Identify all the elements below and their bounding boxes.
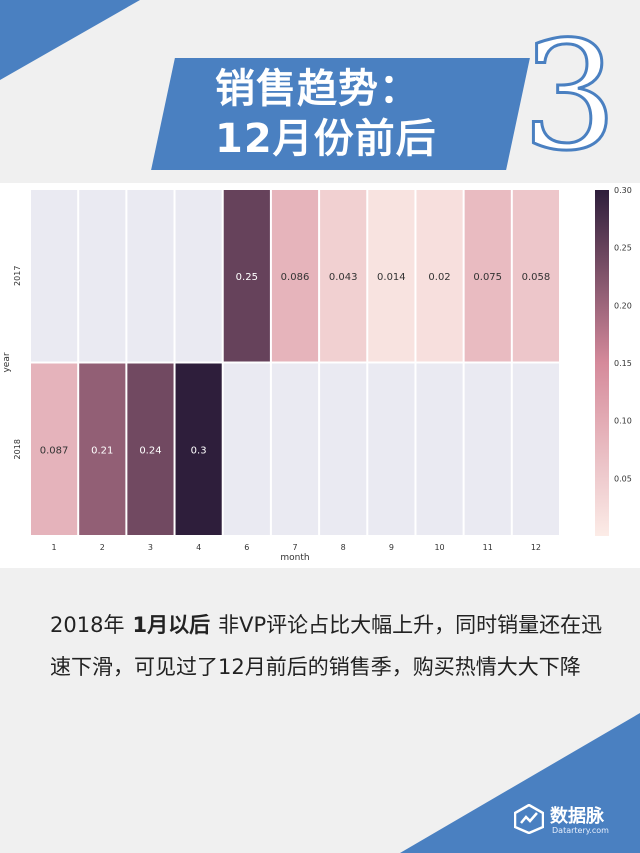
heatmap-cell	[223, 363, 270, 535]
heatmap-cell	[271, 190, 319, 362]
colorbar-tick-label: 0.20	[614, 301, 632, 310]
caption-body: 非VP评论占比大幅上升，同时销量还在迅速下滑，可见过了12月前后的销售季，购买热…	[50, 613, 603, 679]
cell-label: 0.25	[236, 272, 258, 283]
logo-mark-icon	[514, 804, 544, 834]
cell-label: 0.087	[40, 445, 69, 456]
cell-label: 0.3	[191, 445, 207, 456]
corner-decoration-top	[0, 0, 140, 80]
colorbar-tick-label: 0.05	[614, 474, 632, 483]
heatmap-cell	[271, 363, 319, 535]
heatmap-cell	[127, 363, 174, 535]
x-tick-label: 3	[148, 543, 153, 552]
heatmap-cell	[464, 190, 511, 362]
x-tick-label: 6	[244, 543, 249, 552]
x-tick-label: 1	[52, 543, 57, 552]
title-line-2: 12月份前后	[215, 116, 437, 162]
x-tick-label: 12	[531, 543, 541, 552]
cell-label: 0.058	[522, 272, 551, 283]
x-tick-label: 2	[100, 543, 105, 552]
page-title: 销售趋势： 12月份前后	[215, 64, 515, 164]
x-axis-label: month	[280, 553, 309, 563]
cell-label: 0.075	[473, 272, 502, 283]
heatmap-cell	[416, 363, 463, 535]
x-tick-label: 9	[389, 543, 394, 552]
logo-name: 数据脉	[550, 806, 604, 827]
caption-text: 2018年 1月以后 非VP评论占比大幅上升，同时销量还在迅速下滑，可见过了12月前…	[50, 604, 610, 688]
chart-panel: 0.25 0.086 0.043 0.014 0.02 0.075 0.058 0.087 0.…	[0, 183, 640, 568]
heatmap-cell	[368, 363, 415, 535]
cell-label: 0.014	[377, 272, 406, 283]
heatmap-cell	[512, 190, 559, 362]
section-number: 3	[520, 10, 618, 184]
caption-year: 2018年	[50, 613, 125, 637]
x-tick-label: 11	[483, 543, 493, 552]
heatmap-cell	[320, 190, 367, 362]
cell-label: 0.02	[428, 272, 450, 283]
heatmap-cell	[464, 363, 511, 535]
cell-label: 0.043	[329, 272, 358, 283]
heatmap-cell	[31, 363, 78, 535]
heatmap-cell	[320, 363, 367, 535]
heatmap-cell	[512, 363, 559, 535]
heatmap-cell	[79, 190, 126, 362]
caption-highlight: 1月以后	[132, 613, 211, 637]
heatmap-cell	[223, 190, 270, 362]
heatmap-cell	[175, 363, 222, 535]
colorbar-tick-label: 0.15	[614, 359, 632, 368]
colorbar-tick-label: 0.25	[614, 244, 632, 253]
x-tick-label: 8	[341, 543, 346, 552]
y-tick-label: 2018	[13, 439, 22, 459]
heatmap-cell	[175, 190, 222, 362]
colorbar-tick-label: 0.10	[614, 417, 632, 426]
y-tick-label: 2017	[13, 266, 22, 286]
brand-logo: 数据脉 Datartery.com	[514, 800, 634, 840]
logo-url: Datartery.com	[552, 826, 609, 835]
colorbar	[595, 190, 609, 536]
heatmap-cell	[31, 190, 78, 362]
heatmap-cell	[127, 190, 174, 362]
x-tick-label: 4	[196, 543, 201, 552]
heatmap-cell	[368, 190, 415, 362]
x-tick-label: 7	[292, 543, 297, 552]
colorbar-tick-label: 0.30	[614, 186, 632, 195]
heatmap-cell	[416, 190, 463, 362]
y-axis-label: year	[2, 352, 12, 372]
cell-label: 0.24	[139, 445, 161, 456]
cell-label: 0.086	[281, 272, 310, 283]
title-line-1: 销售趋势：	[215, 66, 420, 112]
cell-label: 0.21	[91, 445, 113, 456]
x-tick-label: 10	[434, 543, 444, 552]
heatmap-cell	[79, 363, 126, 535]
